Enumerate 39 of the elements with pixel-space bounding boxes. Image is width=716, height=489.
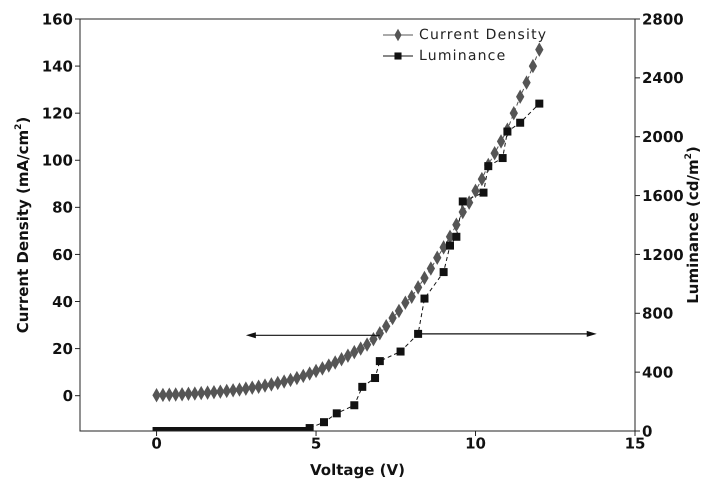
point bbox=[535, 100, 544, 108]
y2-tick-label: 1600 bbox=[642, 186, 684, 205]
x-tick-label: 15 bbox=[624, 434, 646, 453]
y-tick-label: 80 bbox=[52, 198, 73, 217]
y2-tick-label: 1200 bbox=[642, 246, 684, 264]
y-tick-label: 100 bbox=[42, 152, 73, 170]
legend-label: Luminance bbox=[419, 48, 506, 64]
legend-label: Current Density bbox=[419, 26, 548, 43]
point bbox=[358, 382, 366, 391]
point bbox=[498, 154, 507, 162]
y2-tick-label: 2000 bbox=[642, 128, 684, 146]
y-tick-label: 60 bbox=[52, 246, 73, 264]
y-tick-label: 160 bbox=[42, 10, 73, 28]
y-tick-label: 20 bbox=[52, 340, 73, 358]
x-axis-title: Voltage (V) bbox=[310, 461, 405, 480]
point bbox=[396, 348, 405, 356]
point bbox=[376, 357, 384, 366]
point bbox=[414, 330, 422, 338]
y2-tick-label: 2400 bbox=[642, 69, 684, 88]
point bbox=[484, 162, 492, 170]
point bbox=[452, 232, 460, 241]
point bbox=[446, 242, 454, 250]
point bbox=[503, 128, 512, 136]
point bbox=[479, 188, 488, 197]
x-tick-label: 5 bbox=[310, 434, 322, 453]
x-tick-label: 10 bbox=[465, 434, 486, 453]
y-tick-label: 0 bbox=[62, 387, 73, 406]
point bbox=[440, 268, 448, 276]
point bbox=[306, 424, 314, 431]
y2-tick-label: 2800 bbox=[642, 10, 684, 28]
x-tick-label: 0 bbox=[151, 434, 162, 453]
y-tick-label: 40 bbox=[52, 292, 73, 311]
y2-tick-label: 800 bbox=[642, 304, 674, 323]
point bbox=[516, 118, 524, 127]
point bbox=[420, 294, 428, 303]
y2-tick-label: 400 bbox=[642, 363, 674, 382]
point bbox=[458, 197, 467, 206]
y-tick-label: 140 bbox=[42, 57, 73, 76]
y-tick-label: 120 bbox=[42, 104, 73, 122]
